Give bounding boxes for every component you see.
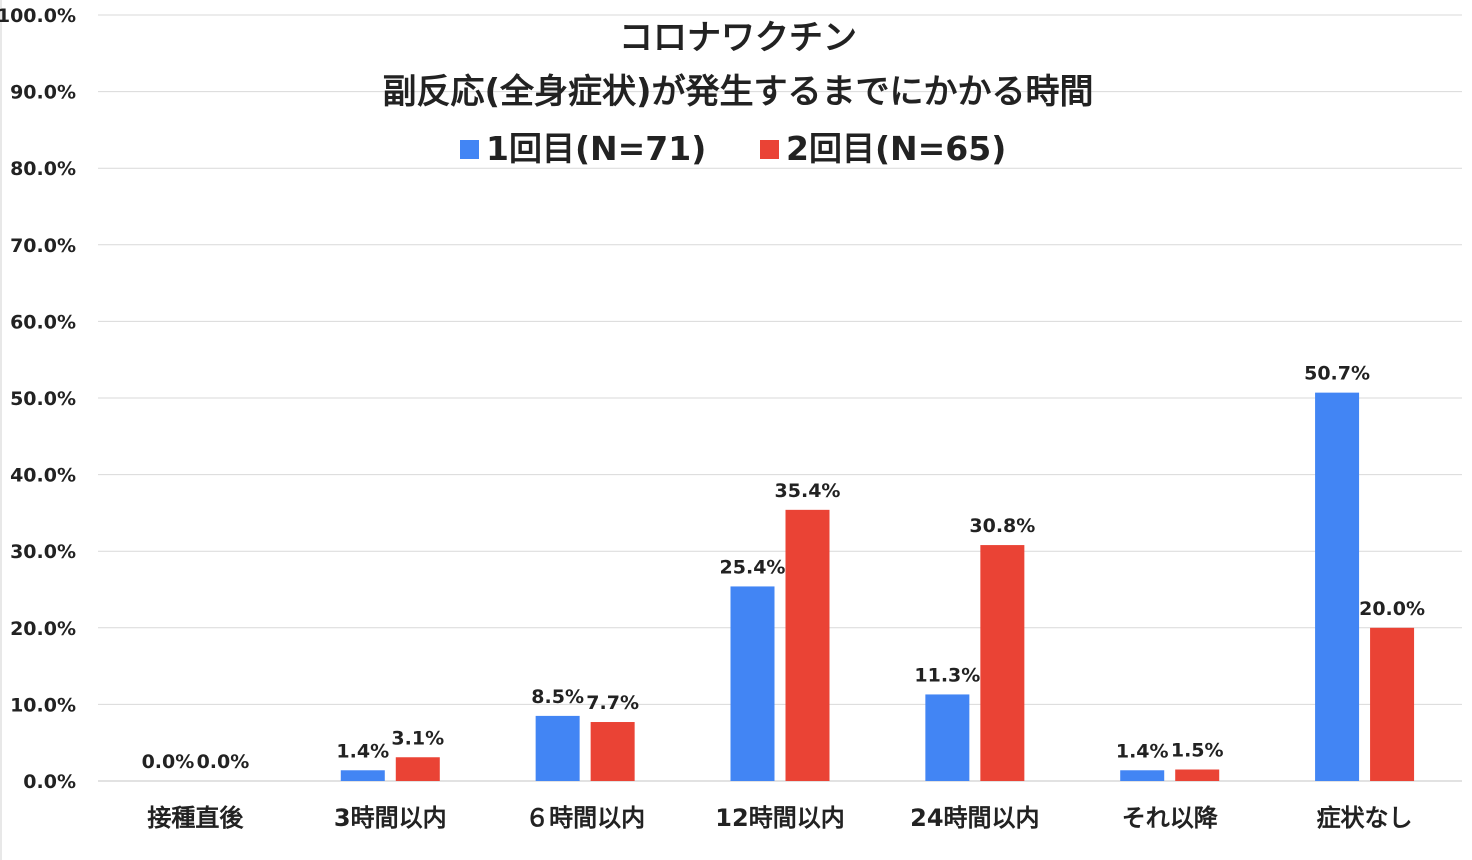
bar-series-1-5 [1120, 770, 1165, 781]
y-tick-label: 80.0% [10, 158, 76, 180]
y-tick-label: 40.0% [10, 465, 76, 487]
data-label-series-2-0: 0.0% [197, 751, 250, 773]
y-tick-label: 100.0% [0, 5, 76, 27]
x-category-label: 12時間以内 [715, 804, 844, 832]
x-category-label: 24時間以内 [910, 804, 1039, 832]
data-label-series-1-5: 1.4% [1116, 740, 1169, 762]
x-category-label: 3時間以内 [334, 804, 447, 832]
bar-series-2-5 [1175, 769, 1220, 781]
y-tick-label: 20.0% [10, 618, 76, 640]
bar-series-1-1 [340, 770, 385, 781]
bar-series-1-4 [925, 694, 970, 781]
data-label-series-1-0: 0.0% [142, 751, 195, 773]
data-label-series-1-2: 8.5% [531, 686, 584, 708]
y-tick-label: 30.0% [10, 541, 76, 563]
data-label-series-1-3: 25.4% [720, 556, 786, 578]
data-label-series-1-6: 50.7% [1304, 363, 1370, 385]
legend: 1回目(N=71) 2回目(N=65) [460, 129, 1006, 168]
x-category-label: 接種直後 [147, 804, 244, 832]
chart-title-line-1: コロナワクチン [619, 18, 857, 58]
data-label-series-2-6: 20.0% [1359, 598, 1425, 620]
bar-series-2-3 [785, 509, 830, 781]
bars [340, 392, 1415, 781]
y-tick-label: 90.0% [10, 82, 76, 104]
legend-swatch-series-1 [460, 140, 479, 159]
bar-series-1-6 [1315, 392, 1360, 781]
y-tick-label: 0.0% [23, 771, 76, 793]
data-label-series-2-5: 1.5% [1171, 740, 1224, 762]
x-category-label: ６時間以内 [525, 804, 645, 832]
y-tick-label: 50.0% [10, 388, 76, 410]
bar-series-2-4 [980, 545, 1025, 781]
x-category-label: それ以降 [1122, 804, 1219, 832]
data-labels: 0.0% 0.0% 1.4%3.1%8.5% 7.7%25.4%35.4%11.3%3… [142, 363, 1425, 773]
data-label-series-1-1: 1.4% [336, 740, 389, 762]
y-tick-label: 70.0% [10, 235, 76, 257]
bar-series-1-2 [535, 715, 580, 781]
bar-series-1-3 [730, 586, 775, 781]
bar-series-2-1 [395, 757, 440, 781]
legend-label-series-2: 2回目(N=65) [786, 129, 1006, 168]
data-label-series-2-1: 3.1% [391, 727, 444, 749]
bar-series-2-2 [590, 722, 635, 781]
chart-title-line-2: 副反応(全身症状)が発生するまでにかかる時間 [382, 72, 1093, 112]
y-axis-ticks: 0.0% 10.0% 20.0% 30.0% 40.0% 50.0% 60.0% 70.0% 8… [0, 5, 76, 793]
data-label-series-2-2: 7.7% [586, 692, 639, 714]
x-category-label: 症状なし [1317, 804, 1413, 832]
y-tick-label: 10.0% [10, 694, 76, 716]
legend-label-series-1: 1回目(N=71) [486, 129, 706, 168]
x-axis-categories: 接種直後 3時間以内 ６時間以内 12時間以内 24時間以内 それ以降 症状なし [147, 804, 1412, 832]
bar-series-2-6 [1370, 627, 1415, 781]
data-label-series-2-4: 30.8% [969, 515, 1035, 537]
data-label-series-1-4: 11.3% [914, 664, 980, 686]
legend-swatch-series-2 [760, 140, 779, 159]
y-tick-label: 60.0% [10, 311, 76, 333]
data-label-series-2-3: 35.4% [775, 480, 841, 502]
chart-title: コロナワクチン 副反応(全身症状)が発生するまでにかかる時間 [382, 18, 1093, 112]
